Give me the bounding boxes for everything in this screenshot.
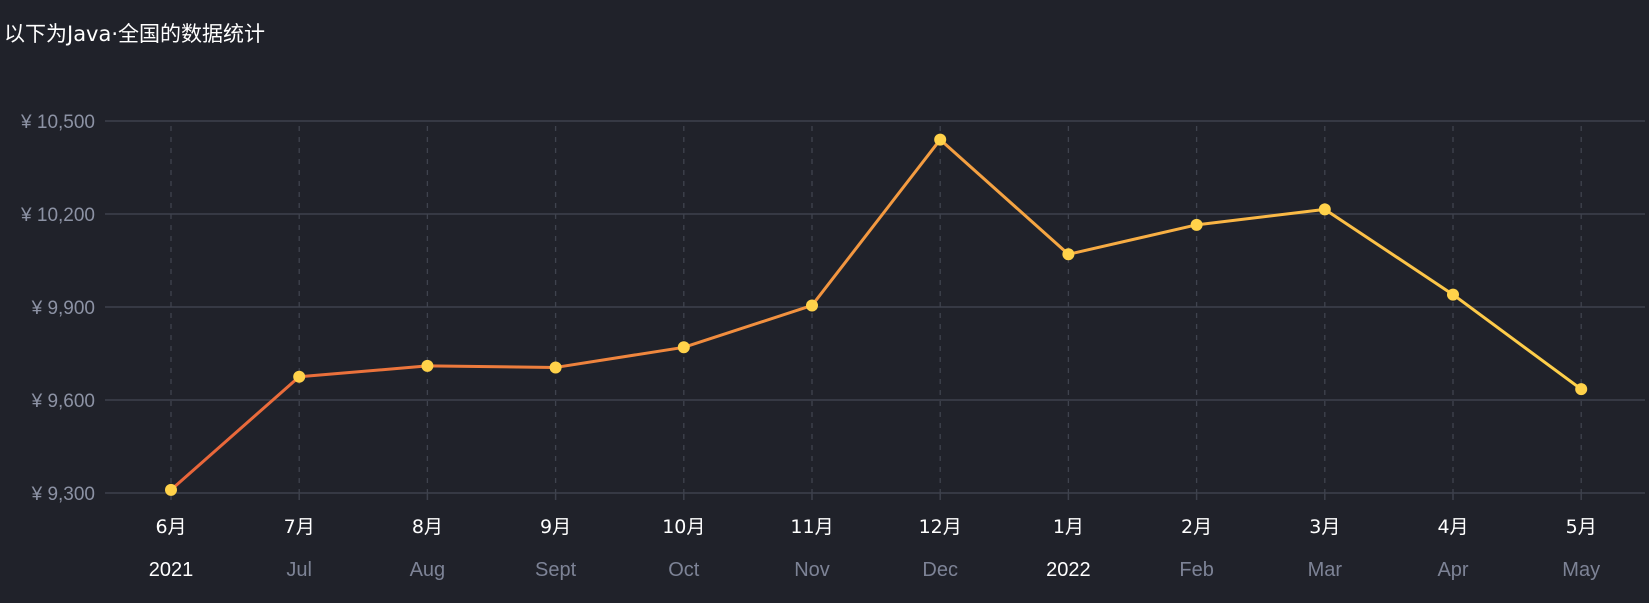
x-tick-label: 1月: [1053, 516, 1084, 538]
x-tick-label: 3月: [1309, 516, 1340, 538]
x-sub-label: Dec: [922, 559, 958, 581]
x-tick-label: 8月: [412, 516, 443, 538]
data-point[interactable]: [1318, 203, 1331, 216]
horizontal-gridlines: [105, 120, 1645, 494]
x-tick-label: 7月: [284, 516, 315, 538]
x-sub-label: Aug: [410, 559, 446, 581]
data-point[interactable]: [293, 370, 306, 383]
x-tick-label: 4月: [1437, 516, 1468, 538]
x-tick-label: 6月: [155, 516, 186, 538]
x-tick-label: 11月: [790, 516, 833, 538]
x-year-label: 2022: [1046, 559, 1091, 581]
x-sub-label: Jul: [286, 559, 312, 581]
data-point[interactable]: [1062, 248, 1075, 261]
series-layer: [165, 133, 1588, 496]
x-tick-label: 9月: [540, 516, 571, 538]
y-tick-label: ¥ 9,900: [31, 298, 95, 319]
data-point[interactable]: [806, 299, 818, 312]
x-tick-label: 10月: [662, 516, 705, 538]
data-point[interactable]: [1447, 288, 1459, 301]
y-tick-label: ¥ 10,500: [20, 112, 95, 133]
x-tick-label: 5月: [1566, 516, 1597, 538]
y-tick-label: ¥ 10,200: [20, 205, 95, 226]
data-point[interactable]: [1190, 218, 1203, 231]
x-sub-label: Apr: [1437, 559, 1468, 581]
data-point[interactable]: [549, 361, 562, 374]
x-year-label: 2021: [149, 559, 194, 581]
y-tick-label: ¥ 9,600: [31, 391, 95, 412]
x-sub-label: Mar: [1308, 559, 1343, 581]
x-sub-label: Sept: [535, 559, 577, 581]
x-sub-label: Oct: [668, 559, 700, 581]
data-point[interactable]: [165, 483, 177, 496]
x-sub-label: Nov: [794, 559, 830, 581]
data-point[interactable]: [421, 359, 434, 372]
data-point[interactable]: [677, 341, 690, 354]
x-tick-label: 12月: [919, 516, 962, 538]
data-point[interactable]: [1575, 383, 1588, 396]
y-axis: ¥ 9,300 ¥ 9,600 ¥ 9,900 ¥ 10,200 ¥ 10,500: [20, 112, 95, 505]
x-sub-label: Feb: [1179, 559, 1213, 581]
series-line: [170, 138, 1583, 492]
vertical-gridlines: [170, 126, 1582, 493]
x-axis: 6月 2021 7月 Jul 8月 Aug 9月 Sept 10月 Oct 11月 Nov 12月 Dec…: [149, 493, 1600, 581]
data-point[interactable]: [934, 133, 947, 146]
x-tick-label: 2月: [1181, 516, 1212, 538]
y-tick-label: ¥ 9,300: [31, 484, 95, 505]
chart-title: 以下为Java·全国的数据统计: [4, 22, 266, 46]
x-sub-label: May: [1562, 559, 1600, 581]
